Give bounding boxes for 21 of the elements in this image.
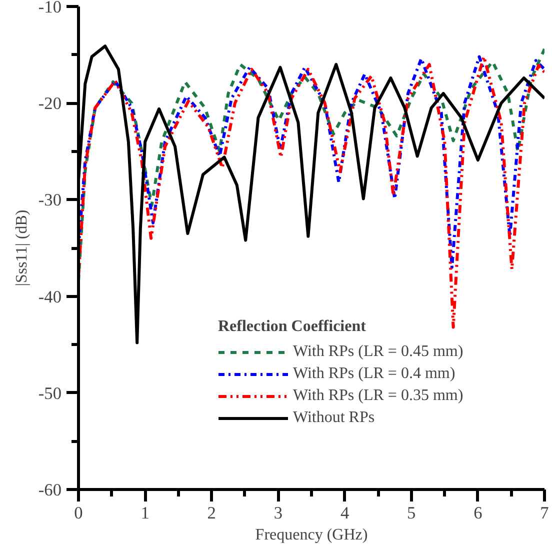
- x-axis-title: Frequency (GHz): [255, 526, 368, 544]
- x-tick-label: 1: [140, 504, 150, 522]
- legend-title: Reflection Coefficient: [218, 318, 367, 336]
- legend-label: With RPs (LR = 0.35 mm): [293, 386, 464, 406]
- x-tick-label: 5: [407, 504, 416, 522]
- y-axis-title: |Sss11| (dB): [13, 210, 30, 286]
- x-tick-label: 3: [274, 504, 283, 522]
- x-tick-label: 2: [207, 504, 216, 522]
- legend-label: With RPs (LR = 0.4 mm): [293, 364, 456, 384]
- x-tick-label: 6: [474, 504, 483, 522]
- y-tick-label: -10: [38, 0, 62, 16]
- legend-label: Without RPs: [293, 408, 375, 428]
- legend-label: With RPs (LR = 0.45 mm): [293, 342, 464, 362]
- x-tick-label: 7: [540, 504, 550, 522]
- y-tick-label: -40: [38, 287, 62, 306]
- x-tick-label: 0: [74, 504, 83, 522]
- x-tick-label: 4: [340, 504, 350, 522]
- y-tick-label: -30: [38, 190, 62, 210]
- y-tick-label: -60: [38, 480, 62, 500]
- y-tick-label: -50: [38, 384, 62, 403]
- y-tick-label: -20: [38, 94, 62, 114]
